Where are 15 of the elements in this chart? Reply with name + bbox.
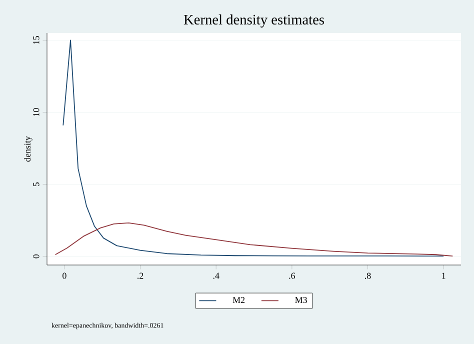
y-tick-label: 5	[33, 182, 40, 186]
chart-title: Kernel density estimates	[184, 14, 324, 28]
y-tick-label: 15	[33, 36, 40, 44]
x-tick-label: .6	[289, 272, 296, 279]
legend-label: M2	[232, 297, 245, 303]
line-series	[54, 222, 454, 257]
y-tick-label: 10	[33, 108, 40, 116]
x-tick-label: .8	[364, 272, 371, 279]
y-axis-title: density	[24, 136, 32, 162]
x-tick-label: .2	[138, 272, 144, 279]
legend-label: M3	[295, 297, 307, 304]
x-tick-label: .4	[213, 272, 220, 279]
y-tick-label: 0	[33, 254, 40, 258]
x-tick-label: 1	[442, 272, 446, 279]
x-tick-label: 0	[62, 272, 66, 279]
